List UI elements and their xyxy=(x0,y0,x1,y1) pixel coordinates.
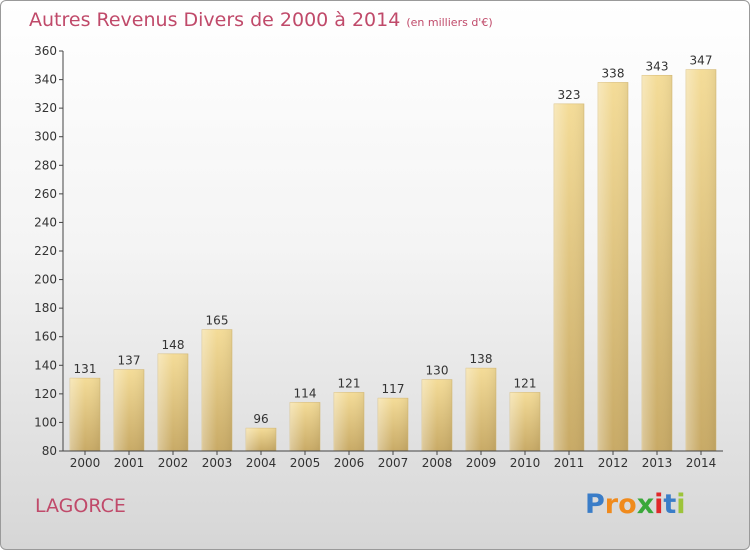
y-tick-label: 300 xyxy=(34,130,57,144)
bar-highlight xyxy=(290,402,320,451)
bar-value-label: 117 xyxy=(382,382,405,396)
bar-highlight xyxy=(510,392,540,451)
logo-letter: t xyxy=(663,489,677,520)
proxiti-logo: Proxiti xyxy=(585,489,686,520)
x-tick-label: 2000 xyxy=(70,456,101,470)
x-tick-label: 2004 xyxy=(246,456,277,470)
bar-highlight xyxy=(114,369,144,451)
bar-value-label: 121 xyxy=(338,376,361,390)
bar-value-label: 347 xyxy=(690,54,713,68)
x-tick-label: 2009 xyxy=(466,456,497,470)
logo-letter: r xyxy=(604,489,619,520)
x-tick-label: 2003 xyxy=(202,456,233,470)
bar-value-label: 323 xyxy=(558,88,581,102)
bar-value-label: 114 xyxy=(294,386,317,400)
y-tick-label: 280 xyxy=(34,158,57,172)
bar-value-label: 138 xyxy=(470,352,493,366)
bar-value-label: 338 xyxy=(602,66,625,80)
bar-highlight xyxy=(642,75,672,452)
x-tick-label: 2006 xyxy=(334,456,365,470)
x-tick-label: 2012 xyxy=(598,456,629,470)
y-tick-label: 140 xyxy=(34,358,57,372)
y-tick-label: 260 xyxy=(34,187,57,201)
x-tick-label: 2008 xyxy=(422,456,453,470)
bar-highlight xyxy=(70,378,100,451)
bar-value-label: 96 xyxy=(253,412,268,426)
logo-letter: P xyxy=(585,489,605,520)
x-tick-label: 2014 xyxy=(686,456,717,470)
x-tick-label: 2011 xyxy=(554,456,585,470)
bar-value-label: 121 xyxy=(514,376,537,390)
y-tick-label: 200 xyxy=(34,273,57,287)
chart-title: Autres Revenus Divers de 2000 à 2014 (en … xyxy=(29,9,493,31)
x-tick-label: 2001 xyxy=(114,456,145,470)
chart-subtitle: (en milliers d'€) xyxy=(406,16,493,29)
bar-value-label: 137 xyxy=(118,354,141,368)
x-tick-label: 2010 xyxy=(510,456,541,470)
logo-letter: i xyxy=(676,489,686,520)
bar-highlight xyxy=(202,329,232,451)
x-axis: 2000 2001 2002 2003 2004 2005 2006 2007 2008 2009… xyxy=(63,450,723,470)
x-tick-label: 2002 xyxy=(158,456,189,470)
x-tick-label: 2013 xyxy=(642,456,673,470)
bar-highlight xyxy=(466,368,496,451)
bar-highlight xyxy=(158,353,188,451)
bar-highlight xyxy=(334,392,364,451)
bar-highlight xyxy=(422,379,452,451)
y-tick-label: 80 xyxy=(42,444,57,458)
bar-highlight xyxy=(598,82,628,451)
bar-highlight xyxy=(686,69,716,452)
location-label: LAGORCE xyxy=(35,495,126,517)
x-tick-label: 2007 xyxy=(378,456,409,470)
bar-value-label: 131 xyxy=(74,362,97,376)
y-tick-label: 240 xyxy=(34,215,57,229)
y-tick-label: 180 xyxy=(34,301,57,315)
bar-value-label: 343 xyxy=(646,59,669,73)
bar-value-label: 148 xyxy=(162,338,185,352)
logo-letter: i xyxy=(654,489,664,520)
logo-letter: x xyxy=(636,489,655,520)
y-tick-label: 340 xyxy=(34,73,57,87)
bar-value-label: 165 xyxy=(206,314,229,328)
y-axis: 80 100 120 140 160 180 200 220 240 260 280 300 320 34… xyxy=(34,44,64,458)
bar-highlight xyxy=(246,428,276,451)
bars: 131 137 148 165 96 114 121 117 130 138 121 323 338 34… xyxy=(69,54,717,452)
bar-value-label: 130 xyxy=(426,364,449,378)
y-tick-label: 220 xyxy=(34,244,57,258)
x-tick-label: 2005 xyxy=(290,456,321,470)
y-tick-label: 320 xyxy=(34,101,57,115)
y-tick-label: 160 xyxy=(34,330,57,344)
y-tick-label: 120 xyxy=(34,387,57,401)
y-tick-label: 360 xyxy=(34,44,57,58)
bar-highlight xyxy=(554,103,584,451)
logo-letter: o xyxy=(618,489,637,520)
y-tick-label: 100 xyxy=(34,415,57,429)
bar-highlight xyxy=(378,398,408,451)
